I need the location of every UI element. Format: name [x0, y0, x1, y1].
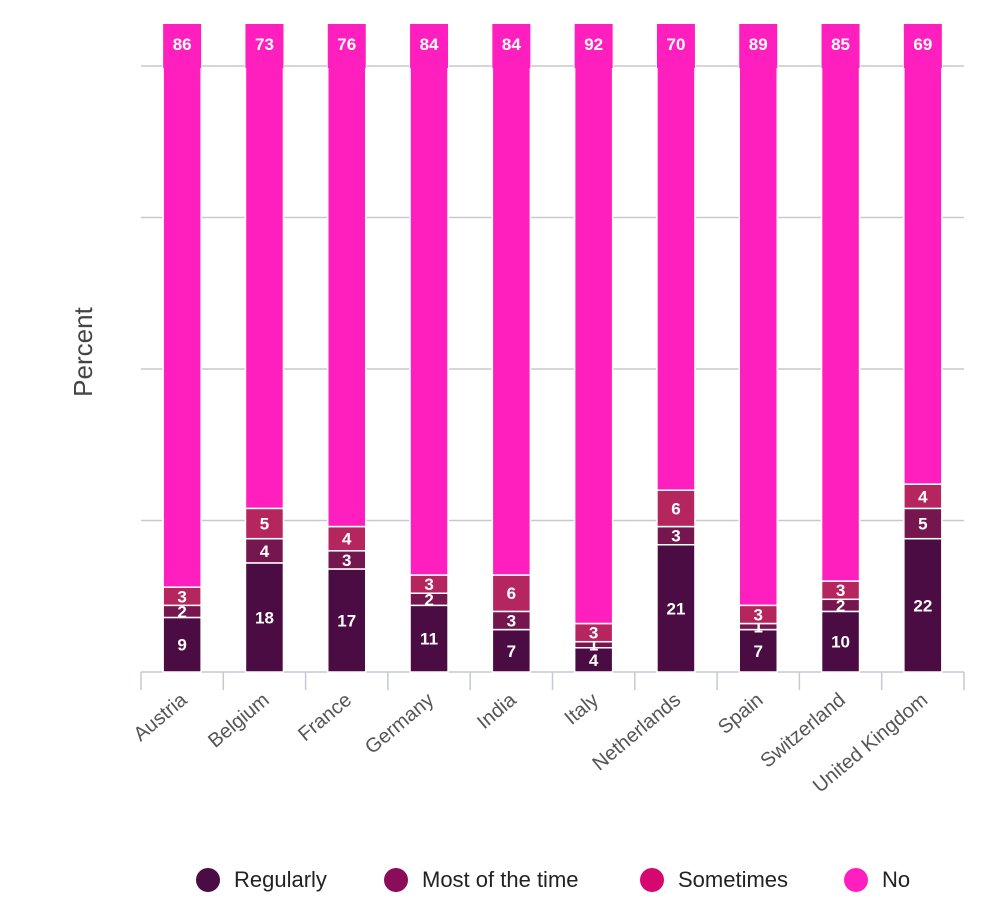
bar-top-cap: [574, 24, 613, 68]
bar-segment: [244, 65, 285, 510]
bar-segment: [162, 616, 202, 673]
bar-segment: [820, 65, 861, 582]
legend-swatch-no: [844, 868, 868, 892]
data-label: 22: [913, 596, 932, 615]
x-tick-label: India: [473, 688, 521, 733]
x-tick-label: Austria: [130, 688, 192, 745]
bar-segment: [162, 65, 202, 588]
legend-item-no: No: [844, 860, 910, 900]
legend: Regularly Most of the time Sometimes No: [0, 860, 1000, 900]
x-tick-label: Spain: [714, 689, 767, 739]
data-label: 4: [260, 542, 270, 561]
bar-segment: [820, 610, 861, 673]
data-label: 84: [420, 35, 439, 54]
data-label: 7: [754, 642, 763, 661]
legend-swatch-sometimes: [640, 868, 664, 892]
y-axis-label: Percent: [68, 306, 98, 396]
bar-segment: [573, 65, 614, 625]
bar-top-cap: [245, 24, 284, 68]
data-label: 3: [507, 611, 516, 630]
legend-swatch-regularly: [196, 868, 220, 892]
data-label: 10: [831, 633, 850, 652]
data-label: 1: [754, 618, 763, 637]
data-label: 17: [337, 611, 356, 630]
x-tick-label: Germany: [361, 689, 438, 759]
data-label: 70: [666, 35, 685, 54]
data-label: 2: [836, 596, 845, 615]
data-label: 3: [589, 624, 598, 643]
bar-segment: [656, 543, 696, 673]
x-tick-label: Italy: [561, 689, 603, 729]
legend-item-most-of-the-time: Most of the time: [384, 860, 579, 900]
data-label: 3: [671, 527, 680, 546]
data-label: 11: [420, 630, 438, 649]
legend-swatch-most-of-the-time: [384, 868, 408, 892]
x-tick-label: Netherlands: [588, 689, 685, 775]
data-label: 6: [507, 584, 516, 603]
data-label: 18: [255, 608, 274, 627]
data-label: 92: [584, 35, 603, 54]
bar-top-cap: [163, 24, 202, 68]
data-label: 3: [836, 581, 845, 600]
data-label: 2: [177, 602, 186, 621]
data-label: 4: [342, 530, 352, 549]
data-label: 85: [831, 35, 850, 54]
bar-top-cap: [821, 24, 860, 68]
bar-segment: [656, 65, 696, 491]
bar-segment: [409, 65, 449, 576]
data-label: 7: [507, 642, 516, 661]
data-label: 4: [589, 651, 599, 670]
data-label: 21: [666, 599, 685, 618]
bar-segment: [491, 574, 532, 613]
data-label: 6: [671, 499, 680, 518]
data-label: 1: [589, 636, 598, 655]
legend-item-regularly: Regularly: [196, 860, 327, 900]
legend-item-sometimes: Sometimes: [640, 860, 788, 900]
data-label: 3: [177, 587, 186, 606]
bar-segment: [903, 65, 943, 485]
data-label: 9: [177, 636, 186, 655]
bar-top-cap: [492, 24, 531, 68]
bar-top-cap: [903, 24, 942, 68]
legend-label-no: No: [882, 867, 911, 892]
bar-top-cap: [656, 24, 695, 68]
bar-top-cap: [410, 24, 449, 68]
data-label: 86: [173, 35, 192, 54]
data-label: 3: [754, 605, 763, 624]
data-label: 3: [424, 575, 433, 594]
bar-top-cap: [739, 24, 778, 68]
x-tick-label: France: [294, 689, 356, 746]
bar-segment: [903, 537, 943, 673]
data-label: 5: [918, 515, 927, 534]
bar-segment: [327, 65, 367, 528]
legend-label-sometimes: Sometimes: [678, 867, 789, 892]
bar-segment: [573, 647, 614, 673]
data-label: 89: [749, 35, 768, 54]
data-label: 76: [337, 35, 356, 54]
data-label: 3: [342, 551, 351, 570]
data-label: 84: [502, 35, 521, 54]
legend-label-most-of-the-time: Most of the time: [422, 867, 579, 892]
data-label: 2: [424, 590, 433, 609]
bar-top-cap: [327, 24, 366, 68]
data-label: 73: [255, 35, 274, 54]
legend-label-regularly: Regularly: [234, 867, 327, 892]
bar-segment: [491, 65, 532, 576]
data-label: 4: [918, 487, 928, 506]
data-label: 5: [260, 515, 269, 534]
bar-segment: [244, 507, 285, 540]
bar-segment: [738, 628, 778, 673]
data-label: 69: [913, 35, 932, 54]
x-tick-label: Belgium: [204, 689, 274, 752]
bar-segment: [738, 65, 778, 607]
